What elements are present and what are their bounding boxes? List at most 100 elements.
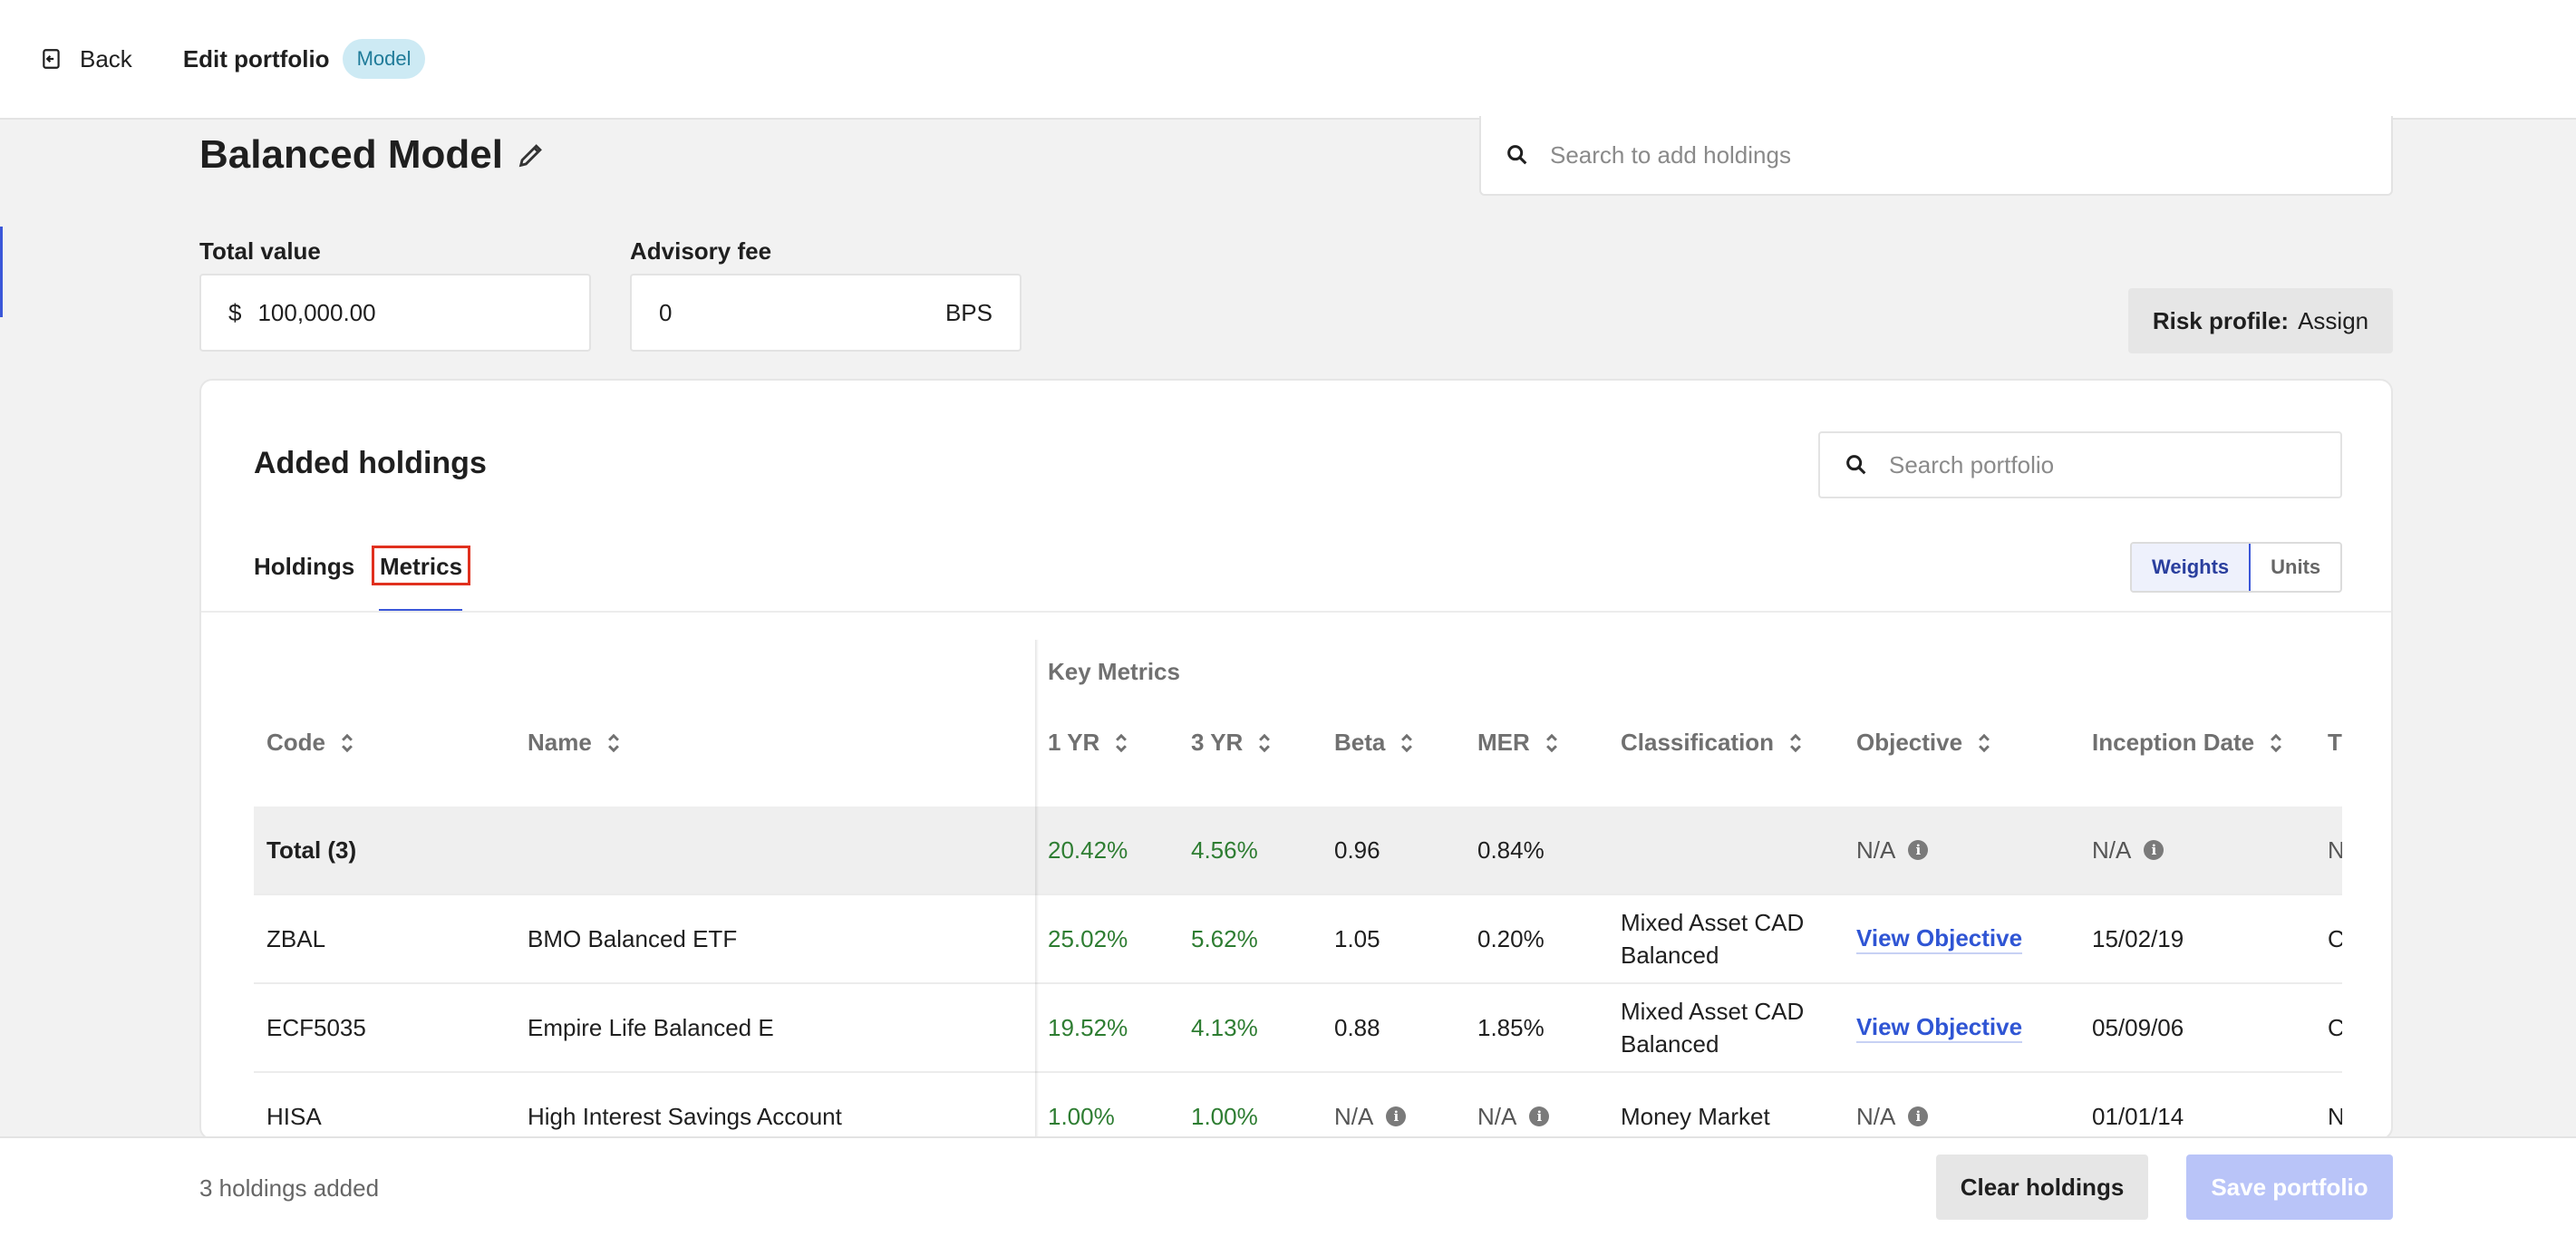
cell-truncated: N <box>2328 807 2342 894</box>
portfolio-name: Balanced Model <box>199 132 503 177</box>
column-code-label: Code <box>266 729 325 756</box>
cell-beta: N/A i <box>1334 1073 1407 1138</box>
cell-code: ECF5035 <box>266 1013 366 1041</box>
view-objective-link[interactable]: View Objective <box>1856 1013 2023 1043</box>
risk-profile-button[interactable]: Risk profile: Assign <box>2128 288 2393 353</box>
sort-updown-icon <box>1116 733 1128 752</box>
cell-3yr: 1.00% <box>1191 1102 1258 1130</box>
save-portfolio-button[interactable]: Save portfolio <box>2186 1155 2393 1220</box>
beta-value: N/A <box>1334 1102 1374 1130</box>
cell-name: Empire Life Balanced E <box>528 1013 774 1041</box>
cell-1yr: 1.00% <box>1048 1102 1115 1130</box>
holdings-count: 3 holdings added <box>199 1174 380 1202</box>
toggle-weights[interactable]: Weights <box>2132 544 2252 591</box>
cell-1yr: 25.02% <box>1048 924 1128 952</box>
toggle-units[interactable]: Units <box>2271 556 2321 578</box>
cell-code: HISA <box>266 1102 322 1130</box>
total-value-input[interactable]: 100,000.00 <box>257 298 376 326</box>
column-header-beta[interactable]: Beta <box>1334 729 1416 757</box>
objective-value: N/A <box>1856 836 1896 864</box>
view-objective-link[interactable]: View Objective <box>1856 924 2023 954</box>
cell-classification: Mixed Asset CAD Balanced <box>1621 909 1805 969</box>
sort-updown-icon <box>1545 733 1557 752</box>
column-header-truncated[interactable]: T <box>2328 729 2342 757</box>
table-row: ECF5035 Empire Life Balanced E 19.52% 4.… <box>254 984 2342 1073</box>
weights-units-toggle: Weights Units <box>2130 542 2343 593</box>
cell-beta: 1.05 <box>1334 924 1380 952</box>
column-header-code[interactable]: Code <box>266 729 356 757</box>
table-row: HISA High Interest Savings Account 1.00%… <box>254 1073 2342 1138</box>
info-icon[interactable]: i <box>2144 840 2164 860</box>
column-header-3yr[interactable]: 3 YR <box>1191 729 1273 757</box>
cell-objective: View Objective <box>1856 984 2023 1071</box>
table-row-total: Total (3) 20.42% 4.56% 0.96 0.84% N/A i N… <box>254 807 2342 895</box>
tab-holdings[interactable]: Holdings <box>254 553 355 580</box>
cell-objective: N/A i <box>1856 807 1929 894</box>
info-icon[interactable]: i <box>1529 1106 1550 1126</box>
cell-inception: 05/09/06 <box>2092 1013 2184 1041</box>
column-header-objective[interactable]: Objective <box>1856 729 1993 757</box>
fee-unit: BPS <box>944 298 993 326</box>
advisory-fee-input[interactable]: 0 <box>659 298 673 326</box>
cell-code: Total (3) <box>266 836 357 864</box>
column-objective-label: Objective <box>1856 729 1963 756</box>
metrics-table: Key Metrics Code Name 1 YR 3 YR Beta MER… <box>254 640 2342 1138</box>
column-classification-label: Classification <box>1621 729 1775 756</box>
info-icon[interactable]: i <box>1908 840 1929 860</box>
advisory-fee-label: Advisory fee <box>630 237 772 265</box>
column-header-1yr[interactable]: 1 YR <box>1048 729 1130 757</box>
sticky-header-bg <box>254 640 1035 821</box>
total-value-field[interactable]: $ 100,000.00 <box>199 274 591 352</box>
cell-3yr: 5.62% <box>1191 924 1258 952</box>
tab-metrics[interactable]: Metrics <box>372 546 471 585</box>
back-button[interactable]: Back <box>40 45 132 73</box>
page-header-title: Edit portfolio <box>182 44 330 72</box>
column-header-name[interactable]: Name <box>528 729 623 757</box>
column-truncated-label: T <box>2328 729 2342 756</box>
sort-updown-icon <box>2271 733 2282 752</box>
cell-mer: N/A i <box>1477 1073 1550 1138</box>
sort-updown-icon <box>1259 733 1271 752</box>
column-header-classification[interactable]: Classification <box>1621 729 1805 757</box>
cell-beta: 0.96 <box>1334 836 1380 864</box>
top-header: Back Edit portfolio Model <box>0 0 2576 120</box>
column-header-mer[interactable]: MER <box>1477 729 1561 757</box>
cell-inception: 15/02/19 <box>2092 924 2184 952</box>
active-tab-indicator <box>379 609 462 612</box>
cell-classification: Money Market <box>1621 1102 1770 1130</box>
cell-objective: View Objective <box>1856 895 2023 982</box>
sort-updown-icon <box>1979 733 1990 752</box>
search-portfolio[interactable]: Search portfolio <box>1818 431 2342 498</box>
search-add-holdings[interactable]: Search to add holdings <box>1479 116 2393 196</box>
cell-beta: 0.88 <box>1334 1013 1380 1041</box>
card-title: Added holdings <box>254 446 487 480</box>
objective-value: N/A <box>1856 1102 1896 1130</box>
column-beta-label: Beta <box>1334 729 1386 756</box>
search-portfolio-placeholder: Search portfolio <box>1889 450 2055 478</box>
inception-value: N/A <box>2092 836 2132 864</box>
currency-prefix: $ <box>228 298 242 326</box>
column-header-inception-date[interactable]: Inception Date <box>2092 729 2285 757</box>
search-icon <box>1846 455 1866 475</box>
clear-holdings-button[interactable]: Clear holdings <box>1936 1155 2148 1220</box>
added-holdings-card: Added holdings Search portfolio Holdings… <box>199 379 2393 1140</box>
cell-name: BMO Balanced ETF <box>528 924 738 952</box>
footer-bar: 3 holdings added Clear holdings Save por… <box>0 1136 2576 1256</box>
column-1yr-label: 1 YR <box>1048 729 1100 756</box>
sort-updown-icon <box>342 733 353 752</box>
sort-updown-icon <box>1790 733 1801 752</box>
risk-profile-label: Risk profile: <box>2152 306 2290 334</box>
cell-name: High Interest Savings Account <box>528 1102 842 1130</box>
info-icon[interactable]: i <box>1386 1106 1407 1126</box>
column-mer-label: MER <box>1477 729 1530 756</box>
sort-updown-icon <box>1401 733 1413 752</box>
risk-profile-value: Assign <box>2298 306 2369 334</box>
search-icon <box>1507 145 1527 165</box>
pencil-icon[interactable] <box>516 140 547 170</box>
info-icon[interactable]: i <box>1908 1106 1929 1126</box>
divider <box>201 611 2391 613</box>
cell-mer: 0.84% <box>1477 836 1545 864</box>
cell-3yr: 4.13% <box>1191 1013 1258 1041</box>
advisory-fee-field[interactable]: 0 BPS <box>630 274 1022 352</box>
cell-truncated: C <box>2328 895 2342 982</box>
